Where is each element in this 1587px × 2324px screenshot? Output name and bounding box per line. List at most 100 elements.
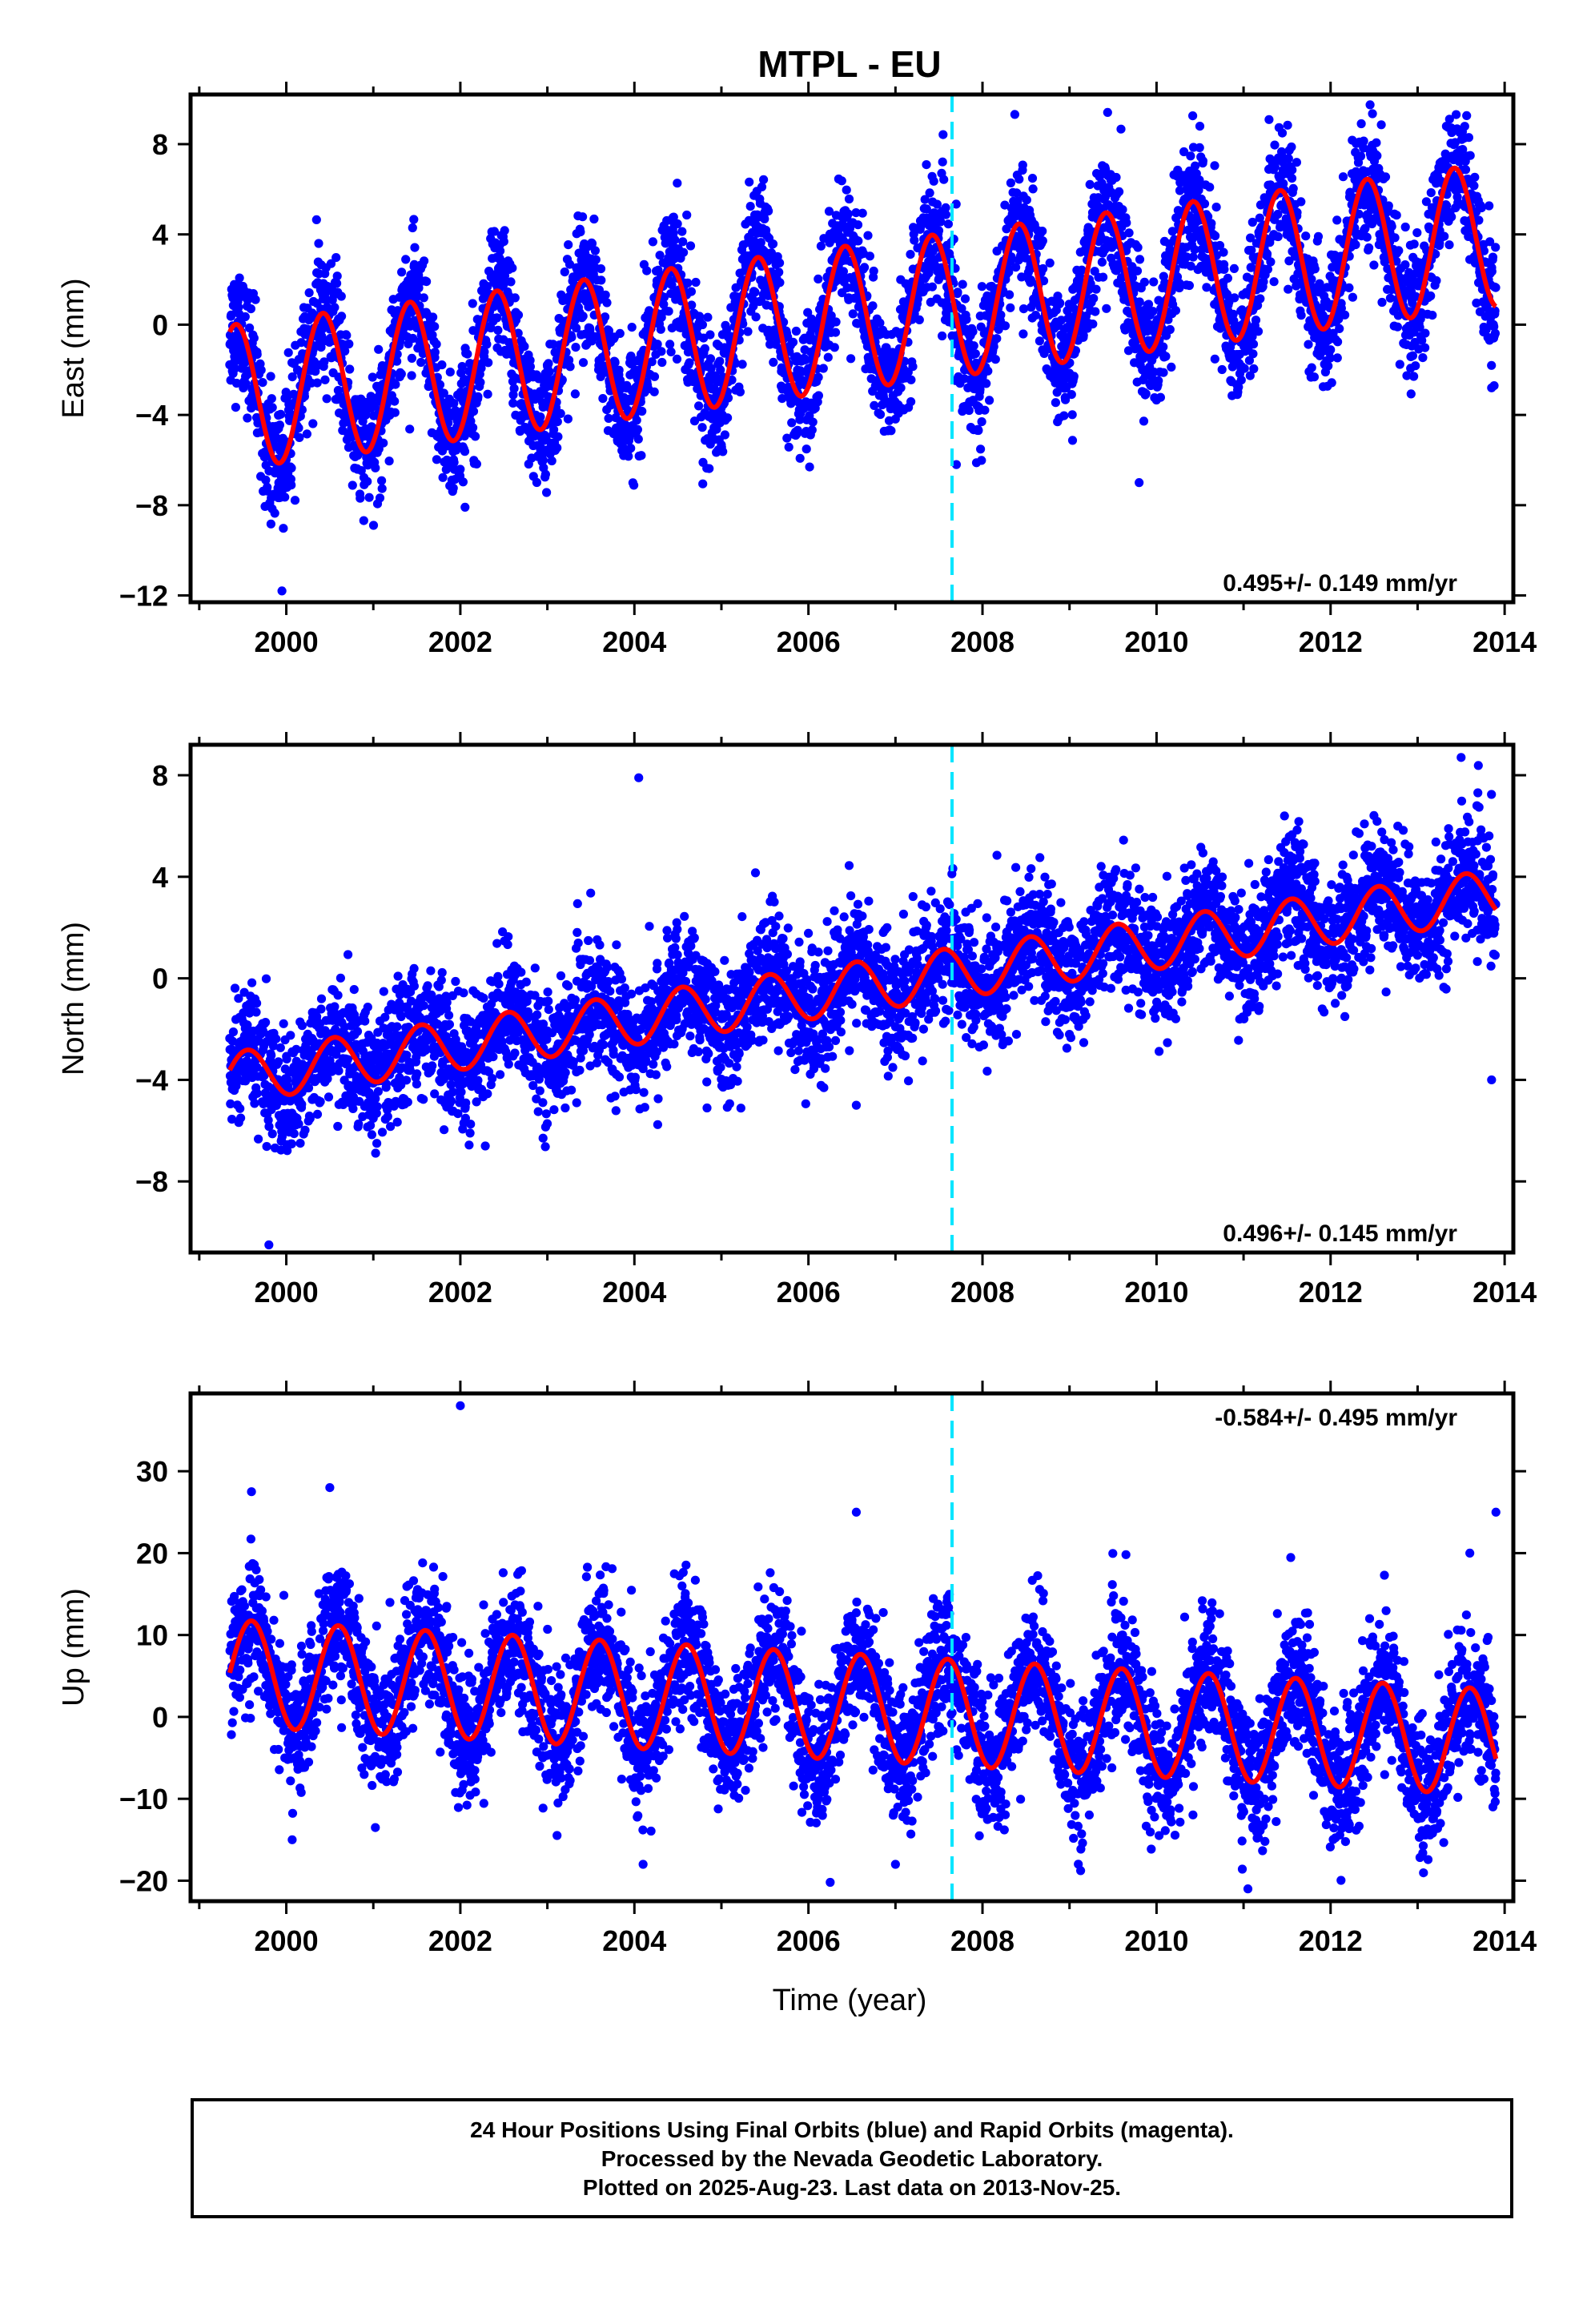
data-point xyxy=(368,372,377,382)
data-point xyxy=(1490,328,1500,338)
data-point xyxy=(886,426,896,436)
data-point xyxy=(1115,187,1124,196)
data-point xyxy=(1103,107,1112,117)
data-point xyxy=(844,194,854,204)
data-point xyxy=(283,348,293,357)
data-point xyxy=(1327,378,1336,388)
data-point xyxy=(295,432,304,443)
data-point xyxy=(1184,280,1194,291)
data-point xyxy=(860,263,870,272)
data-point xyxy=(230,983,240,993)
data-point xyxy=(1390,233,1400,243)
data-point xyxy=(432,455,442,464)
data-point xyxy=(977,282,986,292)
data-point xyxy=(408,333,418,344)
data-point xyxy=(1018,329,1028,339)
data-point xyxy=(1469,181,1479,191)
data-point xyxy=(633,424,643,435)
data-point xyxy=(544,359,553,368)
data-point xyxy=(1270,140,1280,150)
data-point xyxy=(686,287,697,296)
data-point xyxy=(401,255,411,264)
data-point xyxy=(1118,205,1127,215)
data-point xyxy=(970,349,980,359)
data-point xyxy=(363,476,372,486)
data-point xyxy=(397,267,407,277)
data-point xyxy=(460,502,470,513)
data-point xyxy=(432,340,441,349)
y-tick-label: −8 xyxy=(135,489,168,522)
data-point xyxy=(759,175,769,184)
data-point xyxy=(414,283,424,293)
data-point xyxy=(1028,184,1038,194)
data-point xyxy=(252,350,262,360)
y-tick-label: 4 xyxy=(152,219,168,251)
data-point xyxy=(312,378,322,388)
data-point xyxy=(615,328,625,338)
data-point xyxy=(775,258,785,267)
data-point xyxy=(1266,257,1276,267)
data-point xyxy=(735,387,745,396)
data-point xyxy=(1038,227,1047,236)
data-point xyxy=(261,1018,271,1027)
data-point xyxy=(1210,354,1219,364)
data-point xyxy=(392,356,402,366)
data-point xyxy=(457,362,467,372)
data-point xyxy=(536,412,545,422)
data-point xyxy=(670,235,680,244)
data-point xyxy=(1313,231,1324,241)
data-point xyxy=(1400,222,1410,232)
data-point xyxy=(1273,209,1283,219)
data-point xyxy=(513,310,524,320)
data-point xyxy=(356,466,366,476)
data-point xyxy=(254,1134,263,1144)
data-point xyxy=(1045,258,1055,267)
data-point xyxy=(1365,100,1375,110)
data-point xyxy=(1199,199,1210,209)
rate-label: 0.495+/- 0.149 mm/yr xyxy=(1223,570,1457,597)
data-point xyxy=(718,447,728,456)
data-point xyxy=(290,496,300,505)
outlier-point xyxy=(277,586,287,596)
data-point xyxy=(508,398,518,408)
data-point xyxy=(665,340,675,349)
data-point xyxy=(1067,390,1076,400)
data-point xyxy=(697,423,707,432)
data-point xyxy=(1141,389,1151,399)
data-point xyxy=(1035,336,1044,346)
data-point xyxy=(279,524,288,533)
data-points xyxy=(225,753,1501,1250)
data-point xyxy=(865,251,874,261)
data-point xyxy=(784,442,794,452)
data-point xyxy=(1296,311,1306,320)
data-point xyxy=(1161,352,1171,361)
data-point xyxy=(1211,203,1221,212)
data-point xyxy=(458,477,468,487)
data-point xyxy=(656,324,665,334)
data-point xyxy=(1395,360,1404,369)
data-point xyxy=(705,330,715,340)
data-point xyxy=(1470,172,1480,182)
data-point xyxy=(275,420,284,430)
data-point xyxy=(508,263,517,273)
data-point xyxy=(938,331,947,341)
data-point xyxy=(626,444,636,453)
data-point xyxy=(1426,188,1436,198)
data-point xyxy=(1296,197,1306,207)
data-point xyxy=(936,217,946,227)
x-tick-label: 2004 xyxy=(602,625,666,658)
data-point xyxy=(576,227,585,237)
data-point xyxy=(1139,277,1149,287)
data-point xyxy=(853,220,863,230)
data-point xyxy=(1348,292,1357,302)
data-point xyxy=(263,482,272,493)
data-point xyxy=(419,293,428,303)
data-point xyxy=(236,1113,246,1123)
data-point xyxy=(390,408,400,417)
data-point xyxy=(1392,322,1402,332)
data-point xyxy=(1205,183,1215,192)
data-point xyxy=(499,279,508,289)
x-tick-label: 2012 xyxy=(1299,625,1363,658)
data-point xyxy=(473,392,483,401)
